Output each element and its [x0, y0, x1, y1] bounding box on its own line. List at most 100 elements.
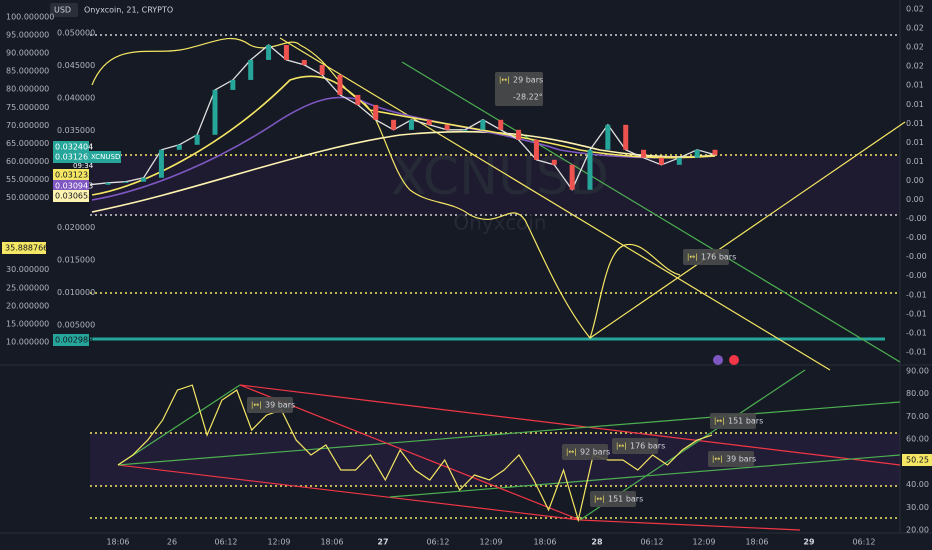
measure-box — [612, 438, 658, 454]
time-label: 06:12 — [852, 538, 875, 547]
right-axis-label: -0.01 — [906, 328, 927, 337]
candle — [676, 157, 682, 165]
event-icon[interactable] — [713, 355, 723, 365]
price-axis-label: 0.015000 — [57, 256, 95, 265]
rsi-axis-label: 30.00 — [906, 503, 929, 512]
candle — [337, 74, 343, 95]
candle — [462, 129, 468, 131]
time-label: 06:12 — [640, 538, 663, 547]
candle — [355, 94, 361, 105]
candle — [301, 59, 307, 65]
measure-text: 39 bars — [265, 401, 295, 410]
candle — [283, 45, 289, 60]
rsi-axis-label: 40.00 — [906, 480, 929, 489]
candle — [319, 64, 325, 75]
right-axis-label: 0.01 — [906, 119, 924, 128]
price-label-box — [53, 180, 89, 192]
symbol-tag-text: XCNUSD — [91, 153, 120, 161]
candle — [212, 89, 218, 135]
candle — [587, 149, 593, 190]
rsi-trend — [239, 384, 581, 521]
candle — [551, 159, 557, 165]
price-axis-label: 0.005000 — [57, 321, 95, 330]
price-label-box — [53, 190, 89, 202]
left-axis-label: 20.000000 — [6, 301, 49, 310]
right-axis-label: 0.01 — [906, 138, 924, 147]
rsi-current: 50.25 — [906, 456, 929, 465]
rsi-band — [90, 433, 900, 486]
right-axis-label: -0.00 — [906, 252, 927, 261]
left-axis-label: 70.000000 — [6, 121, 49, 130]
measure-icon: |↔| — [499, 76, 510, 84]
price-label-box — [53, 151, 89, 163]
left-axis-label: 95.000000 — [6, 31, 49, 40]
candle — [426, 119, 432, 125]
price-label-box — [53, 141, 89, 153]
candle — [605, 124, 611, 150]
candle — [158, 149, 164, 178]
left-axis-label: 65.000000 — [6, 139, 49, 148]
candle — [569, 164, 575, 190]
price-label: 35.888766 — [5, 244, 48, 253]
right-axis-label: -0.01 — [906, 309, 927, 318]
price-line — [89, 44, 716, 191]
rsi-axis-label: 90.00 — [906, 367, 929, 376]
price-axis-label: 0.020000 — [57, 223, 95, 232]
time-label: 18:06 — [533, 538, 556, 547]
left-axis-label: 100.000000 — [6, 13, 54, 22]
time-label: 29 — [803, 538, 815, 547]
rsi-axis-label: 70.00 — [906, 412, 929, 421]
time-label: 26 — [167, 538, 177, 547]
candle — [105, 182, 111, 185]
candle — [623, 124, 629, 150]
candle — [141, 177, 147, 182]
price-axis-label: 0.010000 — [57, 288, 95, 297]
left-axis-label: 90.000000 — [6, 49, 49, 58]
candle — [516, 129, 522, 140]
time-label: 12:09 — [692, 538, 715, 547]
left-axis-label: 25.000000 — [6, 283, 49, 292]
right-axis-label: 0.01 — [906, 157, 924, 166]
rsi-axis-label: 80.00 — [906, 389, 929, 398]
candle — [444, 124, 450, 130]
price-label: 0.030943 — [55, 182, 93, 191]
price-label-box — [53, 169, 89, 181]
candle — [391, 119, 397, 130]
right-axis-label: 0.02 — [906, 24, 924, 33]
moving-average — [91, 130, 716, 213]
measure-icon: |↔| — [616, 442, 627, 450]
measure-box — [708, 451, 754, 467]
candle — [248, 59, 254, 80]
time-label: 18:06 — [106, 538, 129, 547]
right-axis-label: 0.02 — [906, 43, 924, 52]
measure-box — [562, 444, 608, 460]
measure-text: 151 bars — [728, 417, 763, 426]
measure-text: 176 bars — [701, 253, 736, 262]
dynamic: USD Onyxcoin, 21, CRYPTO 100.000000 95.0000… — [2, 3, 932, 547]
symbol-title: Onyxcoin, 21, CRYPTO — [84, 6, 173, 15]
price-label: 0.002988 — [55, 336, 93, 345]
event-icon[interactable] — [729, 355, 739, 365]
right-axis-label: 0.01 — [906, 81, 924, 90]
candle — [123, 181, 129, 183]
left-axis-label: 55.000000 — [6, 175, 49, 184]
time-label: 06:12 — [214, 538, 237, 547]
left-axis-label: 60.000000 — [6, 157, 49, 166]
measure-icon: |↔| — [594, 495, 605, 503]
currency-box — [50, 3, 78, 17]
right-axis-label: 0.02 — [906, 62, 924, 71]
rsi-current-box — [902, 454, 932, 466]
measure-box — [495, 72, 543, 106]
time-label: 06:12 — [426, 538, 449, 547]
measure-box — [683, 249, 729, 265]
measure-icon: |↔| — [251, 401, 262, 409]
price-label-box — [53, 334, 89, 346]
envelope — [91, 37, 681, 340]
candle — [533, 139, 539, 160]
left-axis-label: 75.000000 — [6, 103, 49, 112]
watermark-sub: Onyxcoin — [453, 211, 546, 235]
rsi-trend — [117, 401, 901, 466]
measure-icon: |↔| — [712, 455, 723, 463]
measure-text: 39 bars — [726, 455, 756, 464]
time-label: 12:09 — [267, 538, 290, 547]
